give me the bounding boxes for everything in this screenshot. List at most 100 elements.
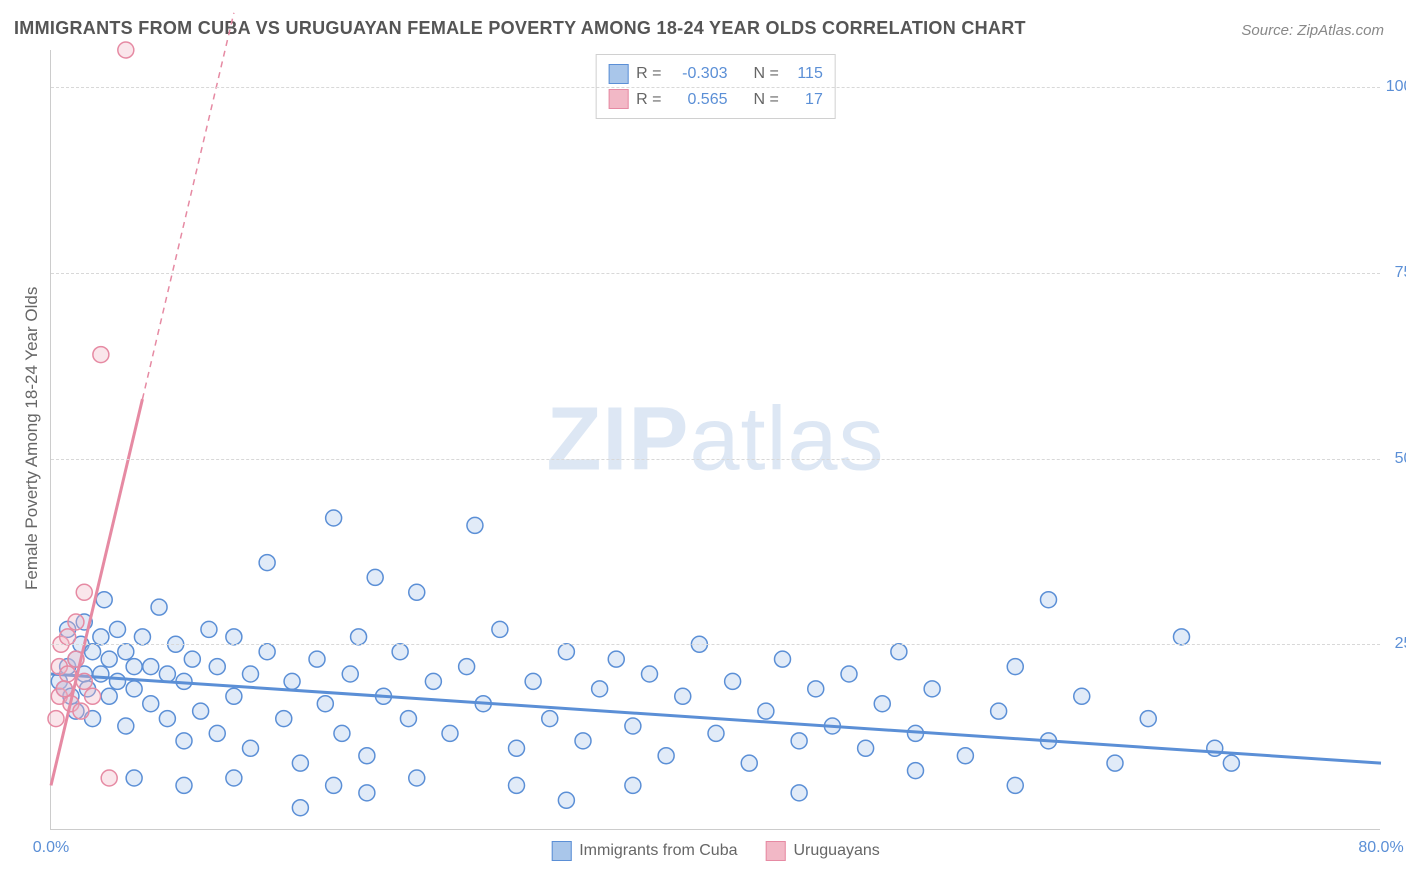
data-point — [134, 629, 150, 645]
legend-n-value: 115 — [787, 61, 823, 87]
data-point — [259, 555, 275, 571]
data-point — [625, 777, 641, 793]
data-point — [1174, 629, 1190, 645]
data-point — [409, 770, 425, 786]
data-point — [791, 733, 807, 749]
data-point — [143, 696, 159, 712]
source-attribution: Source: ZipAtlas.com — [1241, 22, 1384, 39]
data-point — [1007, 777, 1023, 793]
data-point — [96, 592, 112, 608]
legend-series-label: Uruguayans — [793, 842, 879, 860]
data-point — [259, 644, 275, 660]
data-point — [1041, 592, 1057, 608]
data-point — [159, 666, 175, 682]
legend-row: R =-0.303N =115 — [608, 61, 823, 87]
data-point — [658, 748, 674, 764]
legend-row: R =0.565N =17 — [608, 87, 823, 113]
gridline — [51, 273, 1380, 274]
data-point — [276, 711, 292, 727]
data-point — [592, 681, 608, 697]
data-point — [85, 644, 101, 660]
data-point — [509, 740, 525, 756]
legend-series-label: Immigrants from Cuba — [579, 842, 737, 860]
data-point — [808, 681, 824, 697]
source-name: ZipAtlas.com — [1297, 22, 1384, 39]
plot-svg — [51, 50, 1380, 829]
data-point — [1107, 755, 1123, 771]
data-point — [118, 718, 134, 734]
data-point — [93, 666, 109, 682]
data-point — [76, 584, 92, 600]
y-tick-label: 100.0% — [1386, 78, 1406, 96]
data-point — [791, 785, 807, 801]
gridline — [51, 459, 1380, 460]
data-point — [93, 629, 109, 645]
data-point — [309, 651, 325, 667]
data-point — [151, 599, 167, 615]
gridline — [51, 644, 1380, 645]
data-point — [608, 651, 624, 667]
data-point — [73, 703, 89, 719]
data-point — [957, 748, 973, 764]
data-point — [126, 770, 142, 786]
legend-swatch — [551, 841, 571, 861]
data-point — [924, 681, 940, 697]
data-point — [542, 711, 558, 727]
data-point — [209, 659, 225, 675]
data-point — [126, 681, 142, 697]
data-point — [193, 703, 209, 719]
data-point — [56, 681, 72, 697]
data-point — [226, 770, 242, 786]
data-point — [334, 725, 350, 741]
data-point — [317, 696, 333, 712]
data-point — [775, 651, 791, 667]
legend-n-value: 17 — [787, 87, 823, 113]
legend-n-label: N = — [754, 61, 779, 87]
data-point — [326, 510, 342, 526]
data-point — [243, 740, 259, 756]
legend-series-item: Uruguayans — [765, 841, 879, 861]
data-point — [76, 673, 92, 689]
data-point — [492, 621, 508, 637]
data-point — [400, 711, 416, 727]
data-point — [292, 800, 308, 816]
data-point — [159, 711, 175, 727]
legend-r-label: R = — [636, 87, 661, 113]
x-tick-label: 0.0% — [33, 839, 69, 857]
legend-series-item: Immigrants from Cuba — [551, 841, 737, 861]
data-point — [625, 718, 641, 734]
data-point — [858, 740, 874, 756]
data-point — [1074, 688, 1090, 704]
data-point — [675, 688, 691, 704]
plot-area: ZIPatlas R =-0.303N =115R =0.565N =17 Im… — [50, 50, 1380, 830]
legend-swatch — [608, 89, 628, 109]
data-point — [409, 584, 425, 600]
legend-swatch — [608, 64, 628, 84]
data-point — [184, 651, 200, 667]
data-point — [101, 688, 117, 704]
data-point — [342, 666, 358, 682]
gridline — [51, 87, 1380, 88]
data-point — [1007, 659, 1023, 675]
y-tick-label: 50.0% — [1395, 450, 1406, 468]
regression-line-dashed — [142, 13, 233, 399]
data-point — [68, 614, 84, 630]
data-point — [708, 725, 724, 741]
data-point — [1207, 740, 1223, 756]
data-point — [392, 644, 408, 660]
data-point — [60, 666, 76, 682]
data-point — [60, 629, 76, 645]
data-point — [725, 673, 741, 689]
data-point — [201, 621, 217, 637]
data-point — [1223, 755, 1239, 771]
data-point — [118, 42, 134, 58]
data-point — [118, 644, 134, 660]
data-point — [991, 703, 1007, 719]
data-point — [101, 651, 117, 667]
source-label: Source: — [1241, 22, 1297, 39]
data-point — [758, 703, 774, 719]
data-point — [93, 347, 109, 363]
data-point — [575, 733, 591, 749]
data-point — [126, 659, 142, 675]
legend-r-label: R = — [636, 61, 661, 87]
